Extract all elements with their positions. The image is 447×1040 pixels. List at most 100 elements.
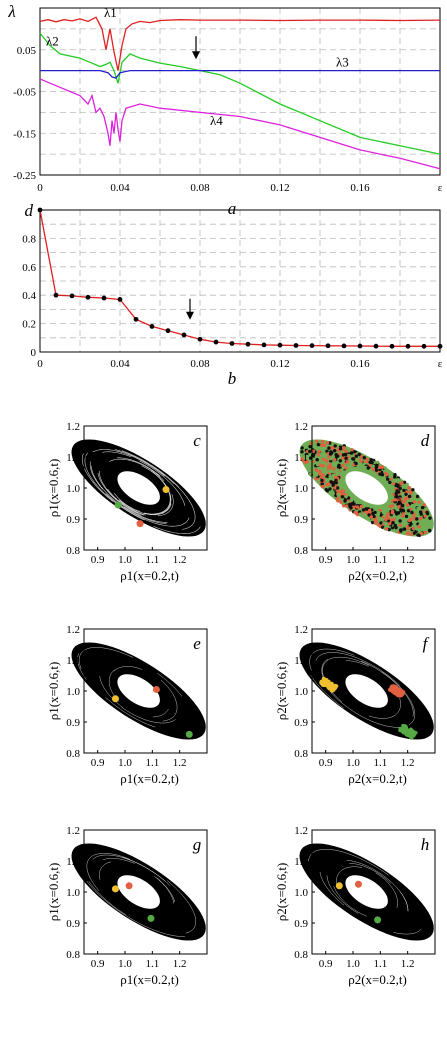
trajectory-point [401, 509, 406, 513]
orbit-trace [143, 482, 171, 515]
arrow-head [192, 51, 200, 60]
trajectory-point [359, 461, 363, 466]
trajectory-point [317, 449, 321, 453]
y-axis-label: ρ2(x=0.6,t) [274, 662, 289, 721]
data-point [373, 343, 379, 349]
trajectory-point [401, 514, 405, 518]
trajectory-point [305, 459, 310, 464]
trajectory-point [372, 514, 376, 519]
trajectory-point [333, 444, 337, 448]
trajectory-point [362, 456, 366, 460]
trajectory-point [333, 449, 337, 453]
cluster-point [395, 692, 400, 696]
trajectory-point [368, 460, 372, 464]
panel-d: 0.9 1.0 1.1 1.2 1.2 1.1 1.0 0.9 0.8 ρ2(x=0.2,t) ρ2… [274, 421, 436, 583]
trajectory-point [392, 517, 396, 521]
trajectory-point [398, 486, 402, 491]
trajectory-point [373, 517, 377, 522]
x-tick-label: ε [438, 358, 443, 370]
trajectory-point [335, 486, 340, 490]
cluster-marker [152, 685, 160, 693]
orbit-trace [113, 492, 141, 512]
orbit-trace [121, 706, 176, 724]
trajectory-point [407, 486, 411, 490]
trajectory-point [338, 447, 343, 451]
data-point [405, 343, 411, 349]
trajectory-point [398, 519, 402, 523]
cluster-marker [354, 880, 362, 888]
trajectory-point [326, 452, 330, 456]
panel-label: b [228, 369, 237, 388]
trajectory-point [328, 469, 332, 473]
x-tick-label: 1.2 [173, 554, 187, 566]
panel-label: h [421, 835, 430, 854]
x-tick-label: 1.1 [145, 554, 159, 566]
panel-h: 0.9 1.0 1.1 1.2 1.2 1.1 1.0 0.9 0.8 ρ2(x=0.2,t) ρ2… [274, 825, 436, 987]
x-axis-label: ρ2(x=0.2,t) [348, 568, 407, 583]
plot-frame [39, 209, 441, 353]
orbit-trace [114, 449, 175, 485]
orbit-trace [77, 652, 87, 680]
data-point [85, 294, 91, 300]
y-tick-label: 0.2 [22, 319, 36, 331]
trajectory-point [354, 461, 358, 466]
trajectory-point [344, 494, 348, 499]
trajectory-point [386, 506, 390, 511]
trajectory-point [327, 446, 331, 450]
trajectory-point [349, 506, 353, 510]
trajectory-point [365, 459, 369, 464]
orbit-trace [157, 673, 182, 697]
trajectory-point [385, 472, 389, 476]
panel-e: 0.9 1.0 1.1 1.2 1.2 1.1 1.0 0.9 0.8 ρ1(x=0.2,t) ρ1… [46, 624, 208, 786]
trajectory-point [394, 495, 398, 499]
orbit-trace [160, 679, 178, 722]
trajectory-point [402, 511, 406, 515]
cluster-point [404, 732, 409, 737]
trajectory-point [342, 504, 346, 508]
orbit-trace [84, 452, 145, 521]
data-point [213, 339, 219, 345]
trajectory-point [428, 529, 432, 533]
orbit-trace [333, 886, 367, 917]
orbit-trace [118, 500, 146, 516]
orbit-trace [326, 875, 359, 914]
cluster-point [330, 687, 335, 692]
y-tick-label: 0.9 [66, 918, 80, 930]
orbit-trace [174, 483, 196, 530]
orbit-trace [315, 652, 401, 686]
data-point [149, 324, 155, 329]
x-tick-label: 0 [37, 358, 43, 370]
trajectory-point [325, 483, 329, 487]
y-axis-label: ρ2(x=0.6,t) [274, 459, 289, 518]
trajectory-point [300, 446, 304, 450]
x-tick-label: 1.0 [346, 554, 360, 566]
trajectory-point [423, 507, 427, 511]
trajectory-point [341, 489, 346, 493]
trajectory-point [314, 468, 318, 472]
y-tick-label: 1.0 [294, 483, 308, 495]
trajectory-point [300, 450, 304, 454]
trajectory-point [409, 532, 414, 536]
series-line-lambda1 [39, 16, 441, 71]
attractor-region [299, 843, 434, 941]
trajectory-point [406, 530, 410, 535]
trajectory-point [320, 443, 324, 447]
trajectory-point [351, 457, 355, 461]
trajectory-point [399, 481, 403, 486]
orbit-trace [346, 859, 409, 912]
orbit-trace [102, 858, 135, 864]
y-tick-label: 1.0 [294, 686, 308, 698]
orbit-trace [375, 872, 398, 908]
x-tick-label: 1.1 [145, 757, 159, 769]
orbit-trace [154, 876, 175, 904]
trajectory-point [334, 453, 338, 457]
y-tick-label: 0.6 [22, 262, 36, 274]
trajectory-point [398, 523, 403, 528]
trajectory-point [422, 503, 427, 507]
trajectory-point [368, 463, 372, 468]
data-point [277, 342, 283, 348]
y-axis-label: ρ1(x=0.6,t) [46, 662, 61, 721]
orbit-trace [153, 526, 201, 534]
trajectory-point [375, 464, 379, 469]
trajectory-point [321, 457, 325, 461]
